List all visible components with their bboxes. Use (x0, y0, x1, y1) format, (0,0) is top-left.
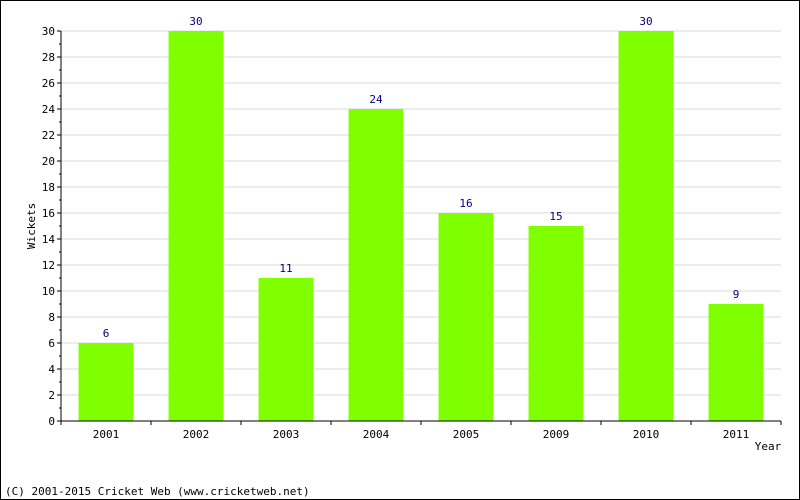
copyright-footer: (C) 2001-2015 Cricket Web (www.cricketwe… (5, 485, 310, 498)
data-label-2009: 15 (549, 210, 562, 223)
bar-2003 (258, 278, 314, 421)
y-axis-title: Wickets (25, 203, 38, 249)
x-tick-label-2002: 2002 (183, 428, 210, 441)
bars (78, 31, 764, 421)
x-tick-label-2005: 2005 (453, 428, 480, 441)
y-tick-label: 18 (42, 181, 55, 194)
x-tick-label-2010: 2010 (633, 428, 660, 441)
y-tick-label: 20 (42, 155, 55, 168)
y-tick-label: 2 (48, 389, 55, 402)
y-tick-label: 24 (42, 103, 56, 116)
bar-2009 (528, 226, 584, 421)
x-tick-label-2004: 2004 (363, 428, 390, 441)
data-label-2001: 6 (103, 327, 110, 340)
y-tick-label: 10 (42, 285, 55, 298)
bar-2002 (168, 31, 224, 421)
y-tick-label: 14 (42, 233, 56, 246)
data-label-2005: 16 (459, 197, 472, 210)
data-label-2002: 30 (189, 15, 202, 28)
y-tick-label: 6 (48, 337, 55, 350)
x-tick-label-2001: 2001 (93, 428, 120, 441)
y-tick-label: 8 (48, 311, 55, 324)
x-tick-label-2009: 2009 (543, 428, 570, 441)
data-labels: 6 30 11 24 16 15 30 9 (103, 15, 740, 340)
y-tick-label: 16 (42, 207, 55, 220)
y-tick-label: 22 (42, 129, 55, 142)
data-label-2011: 9 (733, 288, 740, 301)
bar-2004 (348, 109, 404, 421)
x-tick-label-2011: 2011 (723, 428, 750, 441)
x-tick-label-2003: 2003 (273, 428, 300, 441)
bar-2005 (438, 213, 494, 421)
bar-2001 (78, 343, 134, 421)
data-label-2004: 24 (369, 93, 383, 106)
data-label-2010: 30 (639, 15, 652, 28)
y-tick-label: 12 (42, 259, 55, 272)
y-tick-label: 28 (42, 51, 55, 64)
y-tick-label: 4 (48, 363, 55, 376)
data-label-2003: 11 (279, 262, 292, 275)
bar-2010 (618, 31, 674, 421)
bar-2011 (708, 304, 764, 421)
x-axis-ticks: 2001 2002 2003 2004 2005 2009 2010 2011 (60, 421, 782, 441)
y-tick-label: 26 (42, 77, 55, 90)
x-axis-title: Year (755, 440, 782, 453)
y-tick-label: 0 (48, 415, 55, 428)
y-tick-label: 30 (42, 25, 55, 38)
